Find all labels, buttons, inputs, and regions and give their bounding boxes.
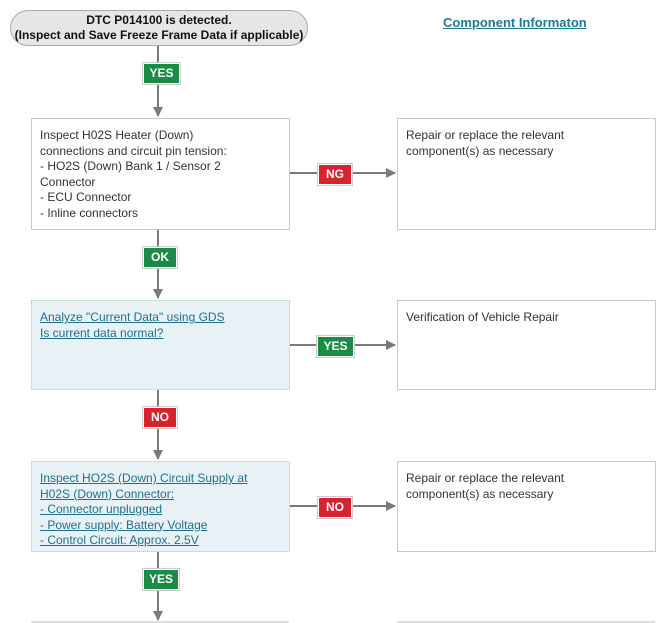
badge-yes: YES: [143, 569, 179, 590]
start-line: DTC P014100 is detected.: [86, 13, 232, 27]
result-box: Repair or replace the relevant component(…: [397, 118, 656, 230]
result-line: component(s) as necessary: [406, 486, 554, 501]
step-line[interactable]: Is current data normal?: [40, 325, 164, 340]
step-line: - Inline connectors: [40, 205, 139, 220]
step-box: Inspect HO2S (Down) Circuit Supply at H02…: [31, 461, 290, 552]
step-line[interactable]: Analyze "Current Data" using GDS: [40, 310, 225, 324]
result-box: Verification of Vehicle Repair: [397, 300, 656, 390]
component-link[interactable]: Component Informaton: [443, 15, 587, 30]
result-line: Repair or replace the relevant: [406, 128, 565, 142]
badge-no: NO: [318, 497, 352, 518]
step-line[interactable]: - Control Circuit: Approx. 2.5V: [40, 533, 199, 547]
badge-ng: NG: [318, 164, 352, 185]
badge-ok: OK: [143, 247, 177, 268]
start-node: DTC P014100 is detected. (Inspect and Sa…: [10, 10, 308, 46]
step-line: Connector: [40, 174, 96, 189]
step-line: Inspect H02S Heater (Down): [40, 128, 194, 142]
step-line: - ECU Connector: [40, 190, 132, 204]
result-line: Verification of Vehicle Repair: [406, 310, 559, 324]
step-line: connections and circuit pin tension:: [40, 143, 227, 158]
step-box: Analyze "Current Data" using GDS Is curre…: [31, 300, 290, 390]
badge-yes: YES: [317, 336, 354, 357]
step-line[interactable]: H02S (Down) Connector:: [40, 486, 175, 501]
step-box: Inspect H02S Heater (Down) connections an…: [31, 118, 290, 230]
start-line: (Inspect and Save Freeze Frame Data if a…: [14, 28, 304, 42]
result-line: component(s) as necessary: [406, 143, 554, 158]
step-line: - HO2S (Down) Bank 1 / Sensor 2: [40, 159, 221, 173]
result-line: Repair or replace the relevant: [406, 471, 565, 485]
result-box: Repair or replace the relevant component(…: [397, 461, 656, 552]
step-line[interactable]: - Connector unplugged: [40, 502, 163, 516]
step-line[interactable]: Inspect HO2S (Down) Circuit Supply at: [40, 471, 248, 485]
badge-yes: YES: [143, 63, 180, 84]
step-line[interactable]: - Power supply: Battery Voltage: [40, 517, 208, 532]
badge-no: NO: [143, 407, 177, 428]
